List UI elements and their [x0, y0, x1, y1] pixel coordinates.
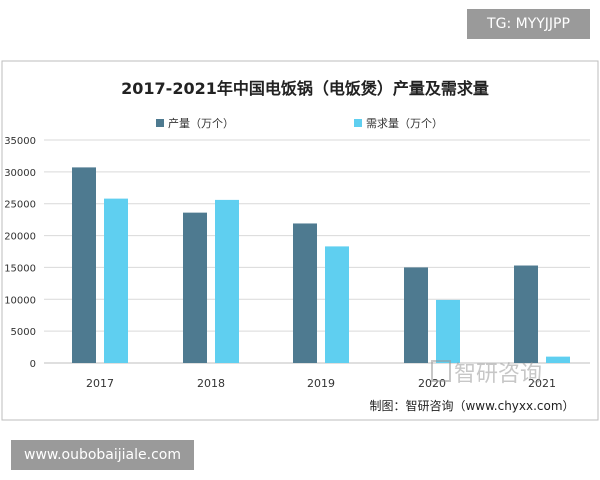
bars: [72, 167, 570, 363]
chart-legend: 产量（万个） 需求量（万个）: [156, 116, 443, 130]
bar-demand-2019: [325, 246, 349, 363]
source-note: 制图：智研咨询（www.chyxx.com）: [369, 398, 574, 413]
x-tick-label: 2018: [197, 377, 225, 390]
x-tick-label: 2017: [86, 377, 114, 390]
bar-demand-2017: [104, 198, 128, 363]
legend-swatch-production: [156, 119, 164, 127]
bar-production-2019: [293, 223, 317, 363]
legend-label-production: 产量（万个）: [168, 116, 234, 130]
y-tick-label: 35000: [4, 136, 36, 147]
chart-title: 2017-2021年中国电饭锅（电饭煲）产量及需求量: [121, 79, 489, 98]
bar-demand-2021: [546, 356, 570, 363]
y-axis-ticks: 35000 30000 25000 20000 15000 10000 5000 0: [4, 136, 36, 370]
y-tick-label: 10000: [4, 295, 36, 306]
watermark-text: 智研咨询: [454, 362, 542, 387]
y-tick-label: 0: [30, 359, 36, 370]
legend-swatch-demand: [354, 119, 362, 127]
y-tick-label: 5000: [11, 327, 36, 338]
bar-demand-2020: [436, 299, 460, 363]
bar-production-2021: [514, 265, 538, 363]
top-overlay-tag: TG: MYYJJPP: [467, 9, 590, 39]
bar-production-2018: [183, 212, 207, 363]
x-tick-label: 2019: [307, 377, 335, 390]
y-tick-label: 30000: [4, 168, 36, 179]
y-tick-label: 25000: [4, 200, 36, 211]
x-tick-label: 2021: [528, 377, 556, 390]
bar-production-2017: [72, 167, 96, 363]
bar-production-2020: [404, 267, 428, 363]
watermark-logo-icon: [431, 360, 451, 382]
bottom-overlay-tag: www.oubobaijiale.com: [11, 440, 194, 470]
bar-demand-2018: [215, 199, 239, 363]
y-tick-label: 15000: [4, 263, 36, 274]
watermark: 智研咨询: [431, 360, 542, 387]
y-tick-label: 20000: [4, 232, 36, 243]
legend-label-demand: 需求量（万个）: [366, 117, 443, 130]
